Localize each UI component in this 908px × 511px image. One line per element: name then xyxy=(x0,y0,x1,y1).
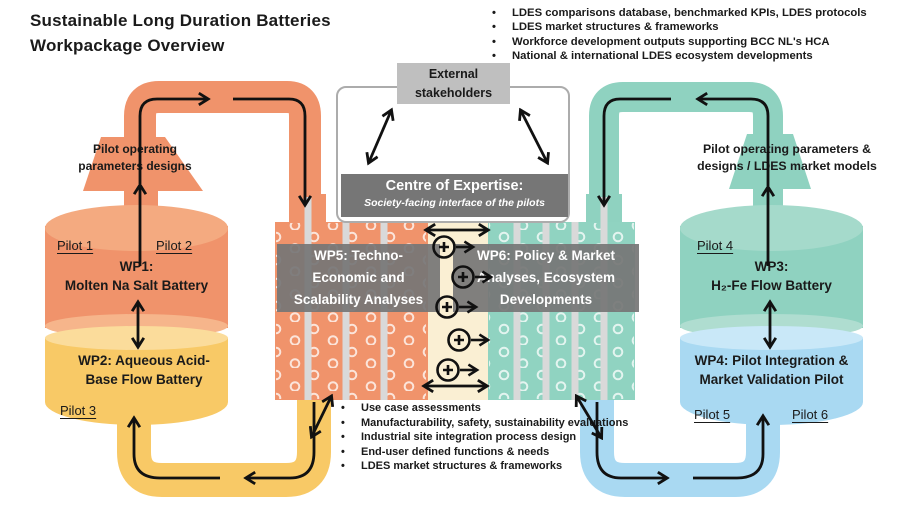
right-loop-label-line2: designs / LDES market models xyxy=(697,158,877,173)
list-item: Industrial site integration process desi… xyxy=(335,430,635,445)
wp1-label: WP1: Molten Na Salt Battery xyxy=(45,257,228,295)
list-item: Workforce development outputs supporting… xyxy=(486,35,906,50)
wp3-name: H₂-Fe Flow Battery xyxy=(711,278,832,293)
assessments-bullet-list: Use case assessments Manufacturability, … xyxy=(335,401,635,474)
left-loop-label-line1: Pilot operating xyxy=(93,142,177,156)
wp6-line: Developments xyxy=(499,292,593,307)
pilot-1-label: Pilot 1 xyxy=(57,238,94,253)
list-item: End-user defined functions & needs xyxy=(335,445,635,460)
wp1-code: WP1: xyxy=(119,259,154,274)
left-loop-label-line2: parameters designs xyxy=(78,158,192,173)
external-stakeholders-box: External stakeholders xyxy=(397,63,510,104)
wp1-name: Molten Na Salt Battery xyxy=(64,278,209,293)
pilot-5-label: Pilot 5 xyxy=(694,407,731,422)
wp5-line: WP5: Techno- xyxy=(314,248,403,263)
list-item: Manufacturability, safety, sustainabilit… xyxy=(335,416,635,431)
list-item: LDES market structures & frameworks xyxy=(486,20,906,35)
page-title-line1: Sustainable Long Duration Batteries xyxy=(30,11,331,30)
wp3-code: WP3: xyxy=(754,259,789,274)
wp4-line: WP4: Pilot Integration & xyxy=(694,353,849,368)
wp4-label: WP4: Pilot Integration & Market Validati… xyxy=(664,351,879,389)
centre-of-expertise-subtitle: Society-facing interface of the pilots xyxy=(364,197,545,209)
outputs-bullet-list: LDES comparisons database, benchmarked K… xyxy=(486,6,906,63)
pilot-2-label: Pilot 2 xyxy=(156,238,193,253)
list-item: LDES comparisons database, benchmarked K… xyxy=(486,6,906,21)
wp5-line: Scalability Analyses xyxy=(293,292,424,307)
list-item: LDES market structures & frameworks xyxy=(335,459,635,474)
wp5-line: Economic and xyxy=(312,270,405,285)
pilot-3-label: Pilot 3 xyxy=(60,403,97,418)
wp6-box: WP6: Policy & Market Analyses, Ecosystem… xyxy=(453,244,639,312)
wp3-label: WP3: H₂-Fe Flow Battery xyxy=(680,257,863,295)
right-loop-label: Pilot operating parameters & designs / L… xyxy=(666,141,908,174)
list-item: Use case assessments xyxy=(335,401,635,416)
wp4-line: Market Validation Pilot xyxy=(699,372,844,387)
list-item: National & international LDES ecosystem … xyxy=(486,49,906,64)
wp6-line: WP6: Policy & Market xyxy=(476,248,616,263)
pilot-4-label: Pilot 4 xyxy=(697,238,734,253)
wp2-line: WP2: Aqueous Acid- xyxy=(78,353,210,368)
page-title: Sustainable Long Duration Batteries Work… xyxy=(30,8,331,58)
wp2-line: Base Flow Battery xyxy=(85,372,203,387)
centre-of-expertise-box: Centre of Expertise: Society-facing inte… xyxy=(341,174,568,217)
pilot-6-label: Pilot 6 xyxy=(792,407,829,422)
page-title-line2: Workpackage Overview xyxy=(30,36,225,55)
wp6-line: Analyses, Ecosystem xyxy=(476,270,616,285)
right-loop-label-line1: Pilot operating parameters & xyxy=(702,142,872,156)
wp5-box: WP5: Techno- Economic and Scalability An… xyxy=(277,244,440,312)
centre-of-expertise-title: Centre of Expertise: xyxy=(385,178,524,194)
left-loop-label: Pilot operating parameters designs xyxy=(55,141,215,174)
wp2-label: WP2: Aqueous Acid- Base Flow Battery xyxy=(38,351,250,389)
